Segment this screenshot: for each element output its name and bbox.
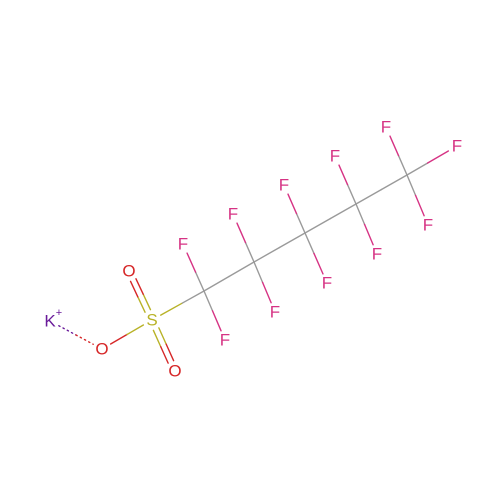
atom-K: K: [44, 312, 56, 331]
bond-line: [288, 194, 296, 213]
bond-line: [76, 335, 93, 344]
atom-F5b: F: [423, 216, 433, 235]
bond-line: [136, 279, 143, 294]
bond-line: [407, 163, 428, 175]
bond-line: [161, 347, 168, 363]
bond-line: [314, 253, 323, 273]
bond-line: [348, 185, 356, 204]
bond-line: [153, 330, 160, 346]
atom-O3: O: [168, 362, 181, 381]
bond-line: [407, 175, 416, 195]
atom-F4b: F: [372, 245, 382, 264]
atom-F4a: F: [330, 147, 340, 166]
bond-line: [280, 233, 306, 248]
bond-line: [254, 262, 263, 282]
bond-line: [399, 156, 407, 175]
bond-line: [229, 262, 254, 277]
bond-line: [382, 175, 408, 190]
atom-F5a: F: [381, 118, 391, 137]
bond-line: [182, 291, 204, 303]
atom-F5c: F: [452, 137, 462, 156]
bond-line: [127, 325, 143, 334]
bonds-layer: [59, 136, 449, 363]
bond-line: [339, 165, 347, 184]
bond-line: [131, 281, 138, 296]
atom-F3a: F: [279, 176, 289, 195]
atom-F2b: F: [270, 303, 280, 322]
bond-line: [246, 243, 254, 262]
bond-line: [204, 291, 213, 311]
bond-line: [138, 297, 145, 312]
bond-line: [196, 272, 204, 291]
bond-line: [356, 204, 365, 224]
bond-line: [297, 214, 305, 233]
atom-O2: O: [122, 262, 135, 281]
atom-S: S: [146, 311, 157, 330]
bond-line: [187, 253, 195, 272]
bond-line: [305, 219, 331, 234]
molecule-canvas: K+ O S O O F F F F F F F F F F F: [0, 0, 500, 500]
bond-line: [416, 195, 425, 215]
atom-O1: O: [95, 340, 108, 359]
bond-line: [263, 282, 272, 302]
bond-line: [204, 277, 229, 292]
bond-line: [331, 204, 357, 219]
bond-line: [213, 311, 222, 331]
bond-line: [390, 136, 398, 155]
bond-line: [305, 233, 314, 253]
bond-line: [59, 326, 76, 335]
bond-line: [237, 223, 245, 242]
atom-F3b: F: [322, 274, 332, 293]
bond-line: [254, 248, 280, 263]
bond-line: [143, 294, 150, 309]
bond-line: [161, 303, 183, 315]
atom-F1b: F: [220, 331, 230, 350]
bond-line: [365, 224, 374, 244]
bond-line: [159, 328, 166, 344]
bond-line: [428, 151, 449, 163]
bond-line: [111, 335, 127, 344]
bond-line: [356, 190, 382, 205]
bond-line: [166, 344, 173, 360]
atom-F1a: F: [178, 235, 188, 254]
atom-F2a: F: [228, 205, 238, 224]
atom-K-charge: +: [56, 307, 62, 319]
